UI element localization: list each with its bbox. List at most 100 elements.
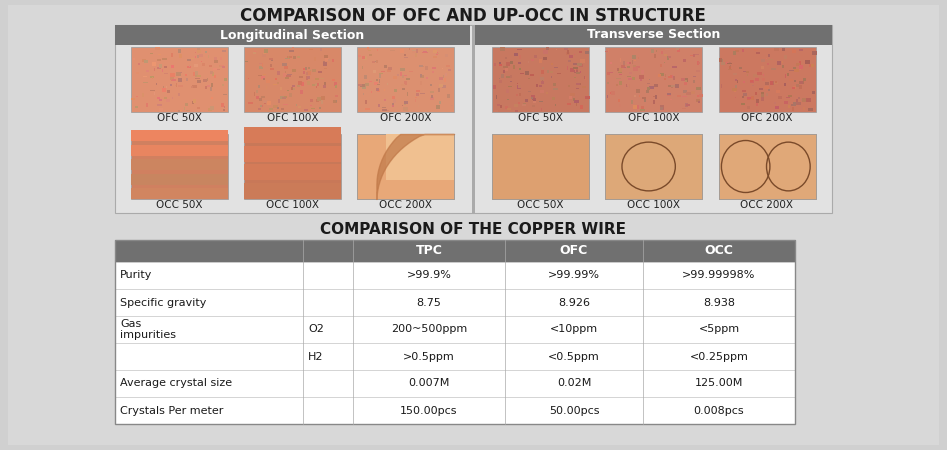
Bar xyxy=(628,78,633,80)
Bar xyxy=(568,96,572,99)
Bar xyxy=(616,84,618,86)
Bar xyxy=(165,66,167,68)
Bar xyxy=(323,85,327,88)
Bar xyxy=(447,94,451,98)
Bar xyxy=(420,75,423,78)
Bar xyxy=(627,66,630,68)
Bar xyxy=(387,110,389,112)
Bar xyxy=(573,98,575,101)
Bar xyxy=(115,316,795,343)
Bar xyxy=(393,76,397,79)
Bar xyxy=(573,68,578,69)
Bar xyxy=(372,60,376,62)
Bar xyxy=(500,47,505,50)
Text: Specific gravity: Specific gravity xyxy=(120,297,206,307)
Bar xyxy=(510,81,511,82)
Bar xyxy=(747,74,748,76)
Bar xyxy=(566,52,570,55)
Bar xyxy=(179,75,182,78)
Bar xyxy=(729,62,731,63)
Bar xyxy=(303,68,307,71)
Bar xyxy=(254,51,256,54)
Bar xyxy=(733,51,737,54)
Bar xyxy=(619,58,621,62)
Bar xyxy=(426,48,428,52)
Text: 8.926: 8.926 xyxy=(558,297,590,307)
Bar xyxy=(619,81,622,85)
Text: COMPARISON OF OFC AND UP-OCC IN STRUCTURE: COMPARISON OF OFC AND UP-OCC IN STRUCTUR… xyxy=(240,7,706,25)
Bar xyxy=(775,81,777,83)
Bar xyxy=(778,96,781,99)
Bar xyxy=(658,74,661,77)
Bar xyxy=(577,72,580,74)
Bar xyxy=(662,107,664,110)
Bar xyxy=(244,61,248,62)
Bar xyxy=(753,74,758,77)
Bar xyxy=(324,82,327,85)
Bar xyxy=(358,84,363,86)
Bar xyxy=(176,72,181,76)
Bar xyxy=(627,86,629,87)
Bar xyxy=(384,99,386,101)
Bar xyxy=(379,79,381,83)
Bar xyxy=(208,65,212,67)
Bar xyxy=(150,90,154,91)
Bar xyxy=(318,107,321,109)
Bar xyxy=(308,67,310,69)
Bar xyxy=(366,108,370,109)
Bar xyxy=(791,104,795,106)
Bar xyxy=(221,65,224,66)
Bar xyxy=(647,83,650,85)
Bar xyxy=(499,64,502,66)
Bar xyxy=(749,99,753,100)
Bar xyxy=(696,70,700,72)
Bar xyxy=(757,72,761,75)
Bar xyxy=(377,49,379,51)
Bar xyxy=(444,73,447,77)
Bar xyxy=(276,78,277,80)
Bar xyxy=(638,95,640,97)
Bar xyxy=(415,99,416,103)
Bar xyxy=(277,71,280,75)
Bar xyxy=(553,88,558,90)
Bar xyxy=(298,106,301,108)
Bar xyxy=(425,67,428,70)
Bar xyxy=(695,54,699,55)
Bar xyxy=(285,75,289,79)
Bar xyxy=(534,55,537,58)
Bar xyxy=(300,90,303,94)
Bar xyxy=(259,99,262,101)
Text: >99.9%: >99.9% xyxy=(406,270,452,280)
Bar xyxy=(407,92,408,96)
Bar xyxy=(544,50,547,54)
Text: Longitudinal Section: Longitudinal Section xyxy=(221,28,365,41)
Bar xyxy=(197,55,199,58)
Bar xyxy=(537,84,538,87)
Bar xyxy=(785,74,786,78)
Bar xyxy=(195,52,196,53)
Bar xyxy=(387,67,392,70)
Bar xyxy=(499,78,500,79)
Bar xyxy=(426,77,428,79)
Bar xyxy=(730,65,731,68)
Bar xyxy=(756,103,758,106)
Bar xyxy=(493,86,496,89)
Bar xyxy=(214,60,218,63)
Bar xyxy=(721,62,725,65)
Bar xyxy=(197,75,201,77)
Bar xyxy=(784,101,788,104)
Bar xyxy=(773,82,778,84)
Bar xyxy=(768,58,773,60)
Bar xyxy=(210,87,212,90)
Bar xyxy=(686,92,690,94)
Bar xyxy=(605,134,702,199)
Bar xyxy=(543,57,547,60)
Text: >99.99%: >99.99% xyxy=(548,270,600,280)
Bar xyxy=(799,81,804,84)
Bar xyxy=(115,240,795,262)
Bar xyxy=(750,80,753,82)
Bar xyxy=(581,59,585,63)
Bar xyxy=(420,66,424,67)
Bar xyxy=(296,56,300,58)
Bar xyxy=(326,58,330,62)
